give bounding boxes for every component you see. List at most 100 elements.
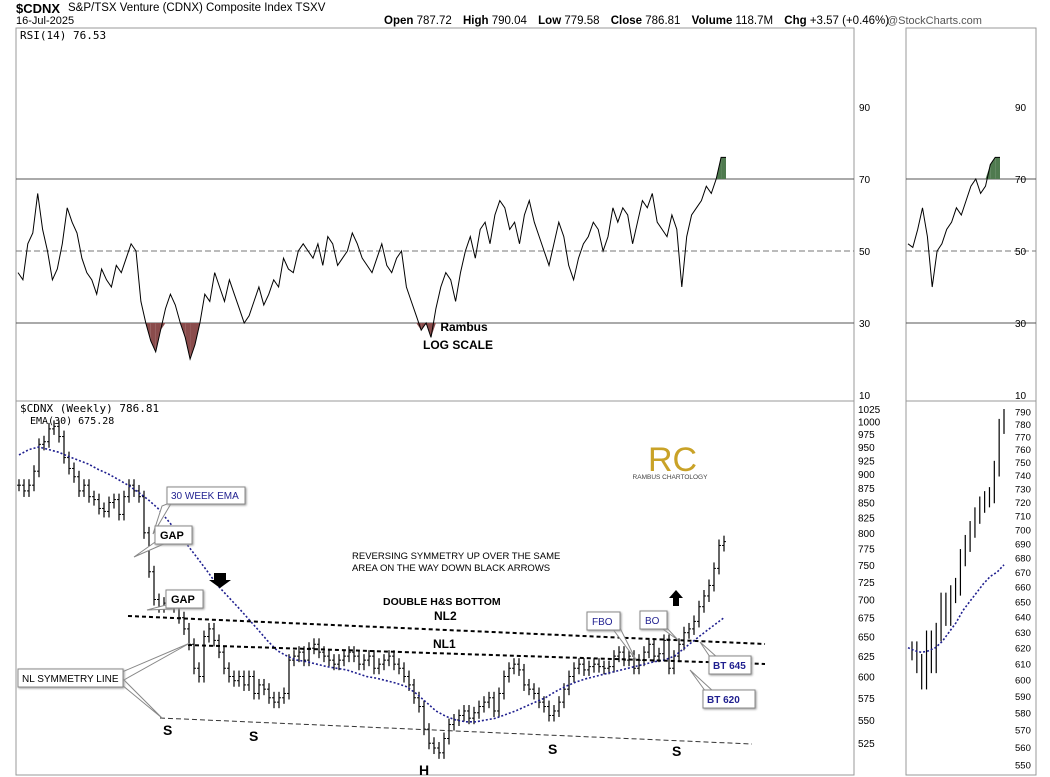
mini-price-tick-720: 720: [1015, 498, 1031, 509]
shoulder-label-3: S: [548, 741, 557, 757]
price-tick-850: 850: [858, 499, 875, 510]
neckline-nl1: [187, 644, 766, 665]
chart-date: 16-Jul-2025: [16, 15, 75, 27]
mini-price-tick-680: 680: [1015, 554, 1031, 565]
price-tick-575: 575: [858, 694, 875, 705]
symbol-title: $CDNX: [16, 1, 61, 16]
mini-price-tick-670: 670: [1015, 568, 1031, 579]
mini-price-tick-560: 560: [1015, 743, 1031, 754]
ema-line: [18, 446, 725, 723]
low-label: Low: [538, 15, 562, 27]
nl2-label: NL2: [434, 609, 457, 623]
mini-rsi-tick-10: 10: [1015, 391, 1027, 402]
ema-label: EMA(30) 675.28: [30, 416, 114, 427]
gap-callout-1: GAP: [133, 525, 193, 558]
mini-rsi-line: [907, 156, 1000, 288]
price-tick-825: 825: [858, 513, 875, 524]
rambus-chartology-logo: RC RAMBUS CHARTOLOGY: [633, 441, 709, 481]
rsi-oversold-fill: [431, 323, 436, 338]
open-label: Open: [384, 15, 414, 27]
mini-rsi-tick-70: 70: [1015, 175, 1027, 186]
gap-callout-1-text: GAP: [160, 530, 184, 542]
price-tick-900: 900: [858, 470, 875, 481]
price-tick-525: 525: [858, 739, 875, 750]
rsi-layer: 10 30 50 70 90: [16, 103, 871, 402]
fbo-callout: FBO: [586, 611, 637, 661]
rsi-oversold-fill: [150, 323, 156, 352]
mini-price-tick-770: 770: [1015, 432, 1031, 443]
mini-rsi-tick-50: 50: [1015, 247, 1027, 258]
logo-text: RAMBUS CHARTOLOGY: [633, 474, 709, 481]
price-tick-725: 725: [858, 578, 875, 589]
fbo-text: FBO: [592, 617, 613, 628]
mini-price-tick-570: 570: [1015, 726, 1031, 737]
mini-price-tick-710: 710: [1015, 512, 1031, 523]
shoulder-label-1: S: [163, 722, 172, 738]
rsi-tick-30: 30: [859, 319, 871, 330]
mini-price-tick-750: 750: [1015, 458, 1031, 469]
price-tick-875: 875: [858, 484, 875, 495]
mini-price-tick-790: 790: [1015, 407, 1031, 418]
mini-price-tick-640: 640: [1015, 613, 1031, 624]
rsi-overbought-fill: [721, 157, 726, 179]
low-value: 779.58: [564, 15, 600, 27]
mini-price-tick-690: 690: [1015, 539, 1031, 550]
price-tick-775: 775: [858, 545, 875, 556]
price-tick-800: 800: [858, 529, 875, 540]
price-tick-675: 675: [858, 614, 875, 625]
mini-ema-line: [907, 564, 1005, 654]
chg-label: Chg: [784, 15, 807, 27]
reversing-note-line2: AREA ON THE WAY DOWN BLACK ARROWS: [352, 563, 550, 574]
rsi-oversold-fill: [190, 323, 195, 359]
bt620-callout: BT 620: [689, 669, 756, 709]
log-scale-note: LOG SCALE: [423, 338, 493, 352]
shoulder-line: [159, 717, 753, 745]
mini-price-tick-600: 600: [1015, 676, 1031, 687]
rsi-tick-50: 50: [859, 247, 871, 258]
neckline-nl2: [127, 615, 766, 645]
mini-price-tick-740: 740: [1015, 471, 1031, 482]
price-tick-650: 650: [858, 633, 875, 644]
ema-callout-text: 30 WEEK EMA: [171, 491, 239, 502]
mini-price-tick-550: 550: [1015, 760, 1031, 771]
gap-callout-2: GAP: [146, 589, 204, 611]
double-hs-note: DOUBLE H&S BOTTOM: [383, 596, 501, 608]
volume-label: Volume: [691, 15, 733, 27]
mini-price-tick-660: 660: [1015, 583, 1031, 594]
mini-price-tick-760: 760: [1015, 445, 1031, 456]
mini-rsi-frame: [905, 27, 1037, 402]
price-tick-1000: 1000: [858, 417, 881, 428]
exchange-label: TSXV: [295, 2, 326, 14]
mini-price-frame: [905, 400, 1037, 776]
mini-price-tick-650: 650: [1015, 598, 1031, 609]
close-label: Close: [610, 15, 643, 27]
gap-callout-2-text: GAP: [171, 594, 195, 606]
rsi-oversold-fill: [185, 323, 191, 359]
index-name: S&P/TSX Venture (CDNX) Composite Index T…: [68, 2, 325, 14]
mini-rsi-tick-90: 90: [1015, 103, 1027, 114]
mini-rsi-overbought-fill: [990, 157, 996, 179]
price-tick-700: 700: [858, 596, 875, 607]
nl1-label: NL1: [433, 637, 456, 651]
mini-price-tick-620: 620: [1015, 644, 1031, 655]
index-full-name: S&P/TSX Venture (CDNX) Composite Index: [68, 2, 293, 14]
price-tick-950: 950: [858, 443, 875, 454]
chg-value: +3.57 (+0.46%): [809, 15, 890, 27]
reversing-note-line1: REVERSING SYMMETRY UP OVER THE SAME: [352, 551, 560, 562]
price-tick-975: 975: [858, 430, 875, 441]
bo-callout: BO: [639, 610, 679, 641]
open-value: 787.72: [416, 15, 452, 27]
rsi-tick-90: 90: [859, 103, 871, 114]
rsi-label: RSI(14) 76.53: [20, 29, 106, 42]
mini-rsi-tick-30: 30: [1015, 319, 1027, 330]
rsi-tick-10: 10: [859, 391, 871, 402]
mini-price-tick-630: 630: [1015, 628, 1031, 639]
high-label: High: [462, 15, 489, 27]
up-arrow-icon: [669, 590, 683, 606]
price-tick-600: 600: [858, 673, 875, 684]
price-panel-frame: [15, 400, 855, 776]
bt645-text: BT 645: [713, 661, 746, 672]
mini-price-tick-610: 610: [1015, 660, 1031, 671]
